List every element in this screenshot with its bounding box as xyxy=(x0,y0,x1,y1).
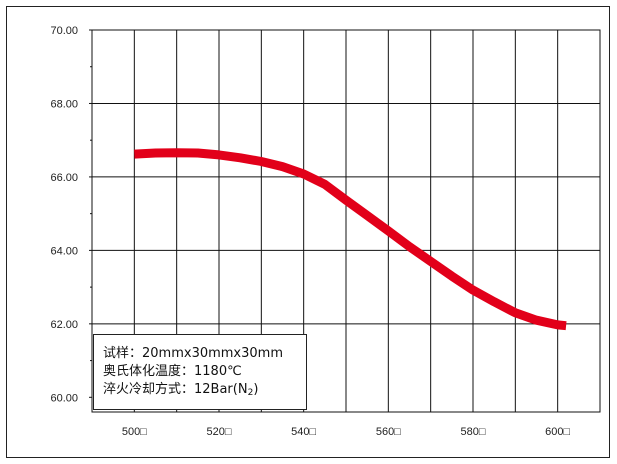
chart-frame xyxy=(6,6,610,458)
x-tick-label: 580□ xyxy=(461,426,486,438)
y-tick-label: 70.00 xyxy=(50,25,78,37)
x-tick-label: 500□ xyxy=(122,426,147,438)
y-tick-label: 60.00 xyxy=(50,392,78,404)
annotation-sample-size: 试样：20mmx30mmx30mm xyxy=(103,346,283,361)
x-tick-label: 540□ xyxy=(291,426,316,438)
annotation-quench-subscript: 2 xyxy=(247,388,254,398)
plot-area-border xyxy=(91,29,601,413)
annotation-quench-suffix: ) xyxy=(253,382,259,397)
x-axis-ticks: 500□ 520□ 540□ 560□ 580□ 600□ xyxy=(122,426,571,438)
series-line xyxy=(134,148,567,331)
x-tick-label: 520□ xyxy=(207,426,232,438)
annotation-box: 试样：20mmx30mmx30mm 奥氏体化温度：1180℃ 淬火冷却方式：12… xyxy=(93,334,307,410)
plot-border xyxy=(91,29,601,413)
y-axis-ticks: 60.00 62.00 64.00 66.00 68.00 70.00 xyxy=(50,25,92,404)
y-tick-label: 66.00 xyxy=(50,172,78,184)
x-tick-label: 600□ xyxy=(545,426,570,438)
y-tick-label: 68.00 xyxy=(50,98,78,110)
annotation-austenitizing-temp: 奥氏体化温度：1180℃ xyxy=(103,364,242,379)
y-tick-label: 64.00 xyxy=(50,245,78,257)
y-tick-label: 62.00 xyxy=(50,319,78,331)
series-group xyxy=(134,148,567,331)
annotation-quench-prefix: 淬火冷却方式：12Bar(N xyxy=(103,382,248,397)
x-tick-label: 560□ xyxy=(376,426,401,438)
annotation-quench-method: 淬火冷却方式：12Bar(N2) xyxy=(103,381,306,399)
